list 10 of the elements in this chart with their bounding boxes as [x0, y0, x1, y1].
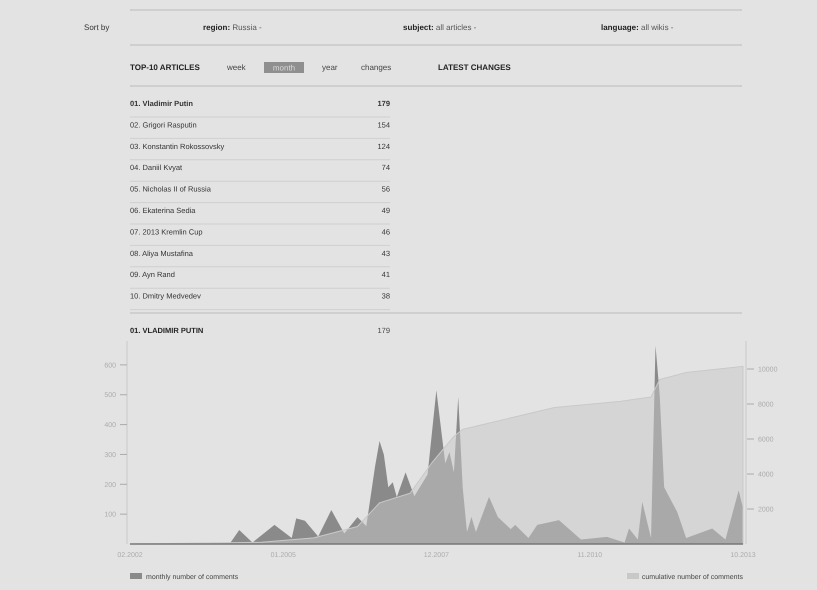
text: month	[272, 64, 296, 72]
text: region: Russia -	[203, 23, 262, 32]
text: LATEST CHANGES	[438, 63, 512, 72]
text: week	[226, 63, 247, 72]
text: year	[322, 63, 338, 72]
text: subject: all articles -	[403, 23, 477, 32]
text: TOP-10 ARTICLES	[130, 63, 200, 72]
text: Sort by	[84, 23, 110, 32]
text: language: all wikis -	[601, 23, 674, 32]
text: changes	[361, 63, 392, 72]
